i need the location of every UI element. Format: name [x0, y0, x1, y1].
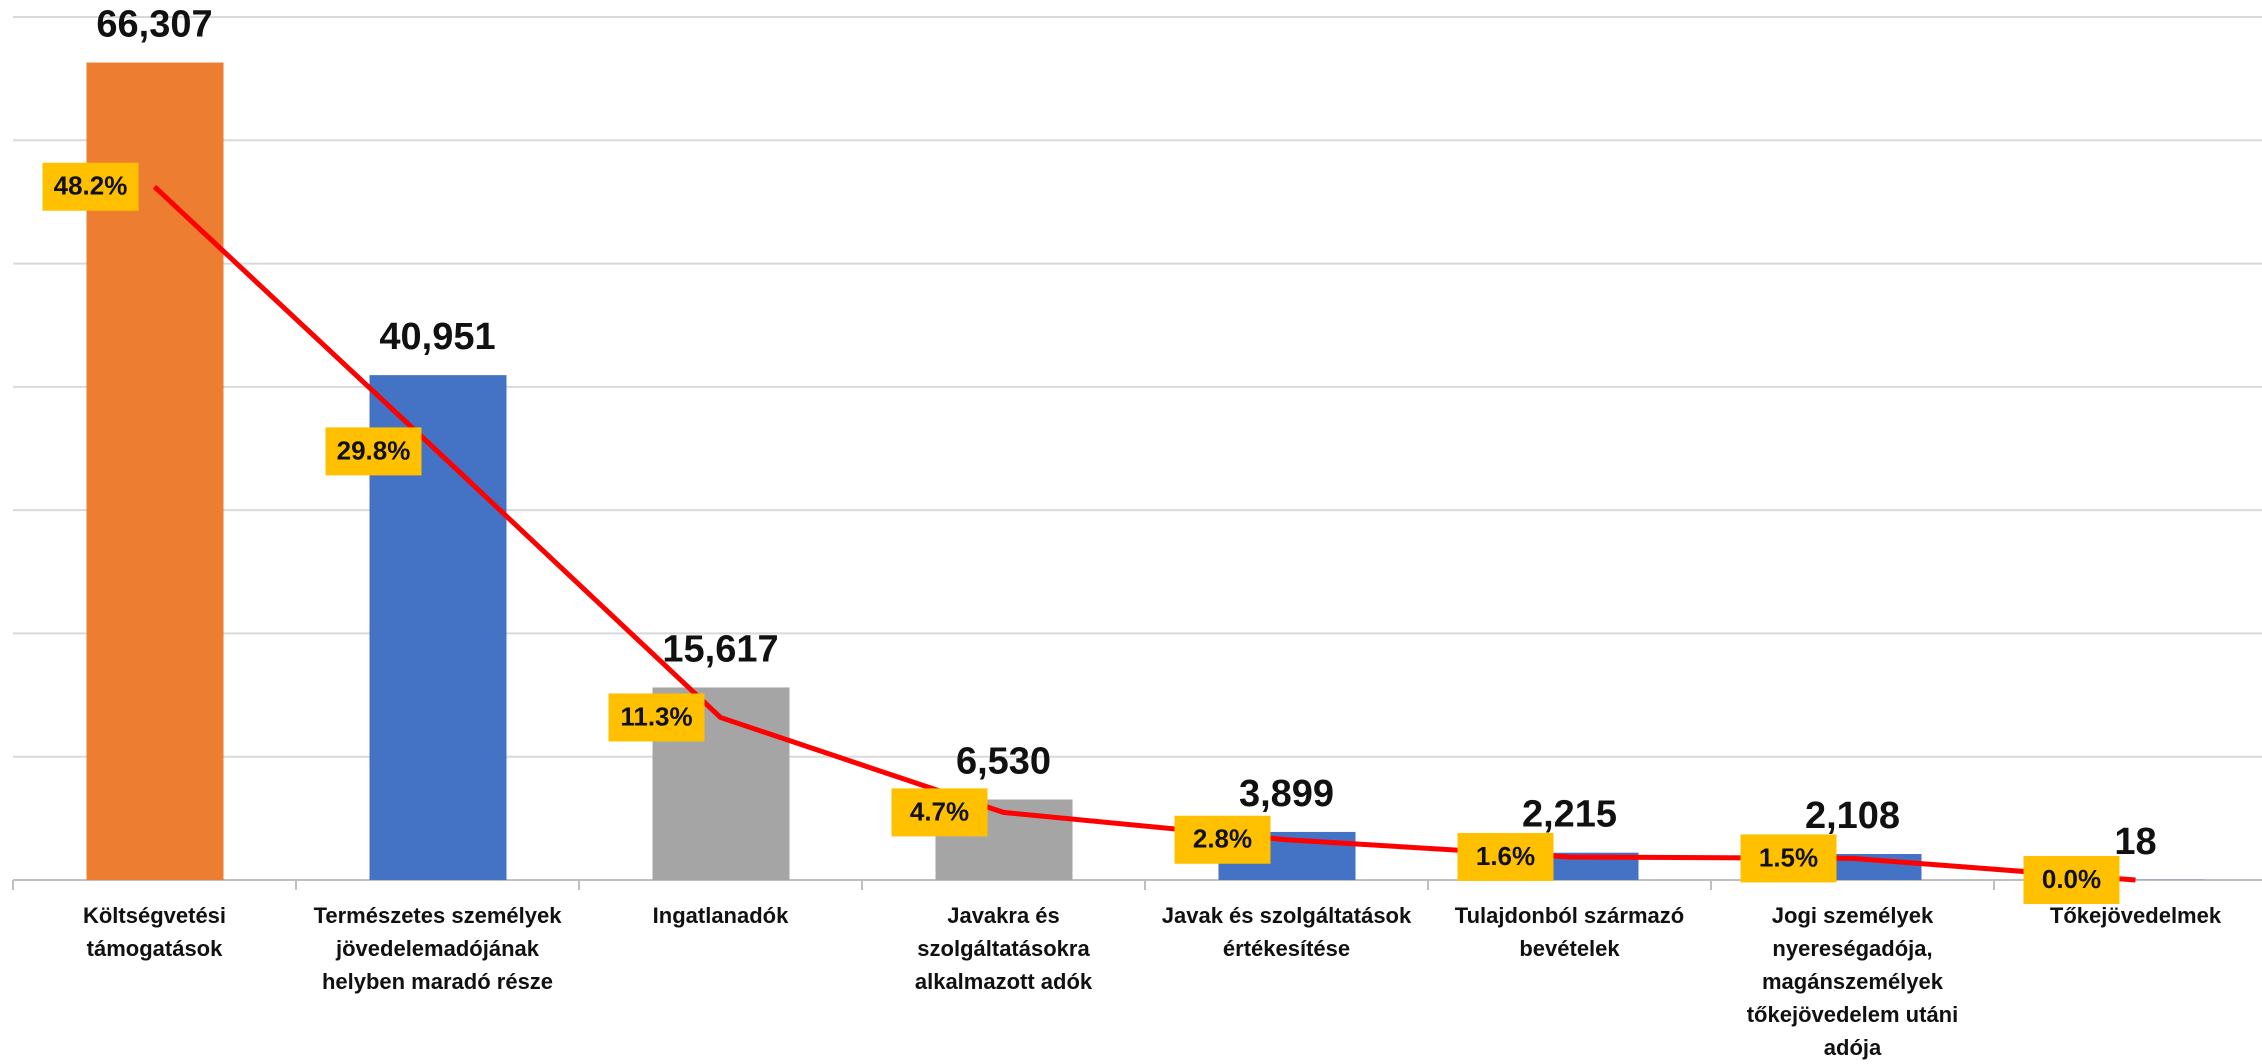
value-label: 66,307	[96, 4, 212, 46]
percent-label: 1.6%	[1476, 841, 1535, 871]
percent-label: 48.2%	[54, 171, 128, 201]
value-label: 18	[2114, 821, 2156, 863]
x-tick-label: Javak és szolgáltatások értékesítése	[1157, 899, 1417, 965]
value-label: 2,108	[1805, 795, 1900, 837]
percent-label: 4.7%	[910, 796, 969, 826]
x-tick-label: Költségvetési támogatások	[25, 899, 285, 965]
percent-label: 11.3%	[620, 701, 692, 731]
x-tick-label: Tulajdonból származó bevételek	[1440, 899, 1700, 965]
value-label: 3,899	[1239, 773, 1334, 815]
percent-label: 1.5%	[1759, 842, 1818, 872]
percent-label: 29.8%	[337, 435, 411, 465]
x-tick-label: Természetes személyek jövedelemadójának …	[308, 899, 568, 998]
percent-label: 2.8%	[1193, 824, 1252, 854]
x-tick-label: Javakra és szolgáltatásokra alkalmazott …	[874, 899, 1134, 998]
value-label: 40,951	[379, 316, 495, 358]
value-label: 6,530	[956, 741, 1051, 783]
x-tick-label: Jogi személyek nyereségadója, magánszemé…	[1723, 899, 1983, 1064]
x-tick-label: Tőkejövedelmek	[2006, 899, 2262, 932]
x-tick-label: Ingatlanadók	[591, 899, 851, 932]
value-label: 2,215	[1522, 794, 1617, 836]
value-label: 15,617	[662, 628, 778, 670]
percent-label: 0.0%	[2042, 864, 2101, 894]
